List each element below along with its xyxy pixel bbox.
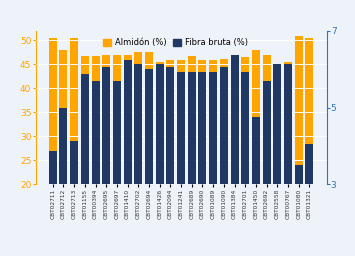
Bar bbox=[70, 38, 78, 184]
Bar bbox=[134, 64, 142, 184]
Bar bbox=[220, 59, 228, 184]
Bar bbox=[284, 64, 292, 184]
Bar bbox=[92, 81, 99, 184]
Bar bbox=[59, 50, 67, 184]
Bar bbox=[209, 71, 217, 184]
Bar bbox=[295, 36, 303, 184]
Bar bbox=[113, 81, 121, 184]
Bar bbox=[102, 67, 110, 184]
Bar bbox=[198, 71, 207, 184]
Bar bbox=[305, 38, 313, 184]
Bar bbox=[295, 165, 303, 184]
Bar bbox=[81, 74, 89, 184]
Bar bbox=[252, 50, 260, 184]
Legend: Almidón (%), Fibra bruta (%): Almidón (%), Fibra bruta (%) bbox=[100, 35, 251, 50]
Bar bbox=[284, 62, 292, 184]
Bar bbox=[166, 59, 174, 184]
Bar bbox=[124, 55, 132, 184]
Bar bbox=[263, 81, 271, 184]
Bar bbox=[59, 108, 67, 184]
Bar bbox=[49, 38, 57, 184]
Bar bbox=[70, 141, 78, 184]
Bar bbox=[124, 59, 132, 184]
Bar bbox=[273, 64, 281, 184]
Bar bbox=[230, 55, 239, 184]
Bar bbox=[230, 55, 239, 184]
Bar bbox=[252, 117, 260, 184]
Bar bbox=[92, 56, 99, 184]
Bar bbox=[49, 151, 57, 184]
Bar bbox=[155, 64, 164, 184]
Bar bbox=[305, 144, 313, 184]
Bar bbox=[273, 64, 281, 184]
Bar bbox=[188, 56, 196, 184]
Bar bbox=[81, 56, 89, 184]
Bar bbox=[263, 55, 271, 184]
Bar bbox=[177, 59, 185, 184]
Bar bbox=[177, 71, 185, 184]
Bar bbox=[113, 55, 121, 184]
Bar bbox=[241, 57, 249, 184]
Bar bbox=[134, 52, 142, 184]
Bar bbox=[102, 55, 110, 184]
Bar bbox=[209, 59, 217, 184]
Bar bbox=[241, 71, 249, 184]
Bar bbox=[155, 62, 164, 184]
Bar bbox=[145, 69, 153, 184]
Bar bbox=[220, 67, 228, 184]
Bar bbox=[166, 67, 174, 184]
Bar bbox=[198, 59, 207, 184]
Bar bbox=[145, 52, 153, 184]
Bar bbox=[188, 71, 196, 184]
